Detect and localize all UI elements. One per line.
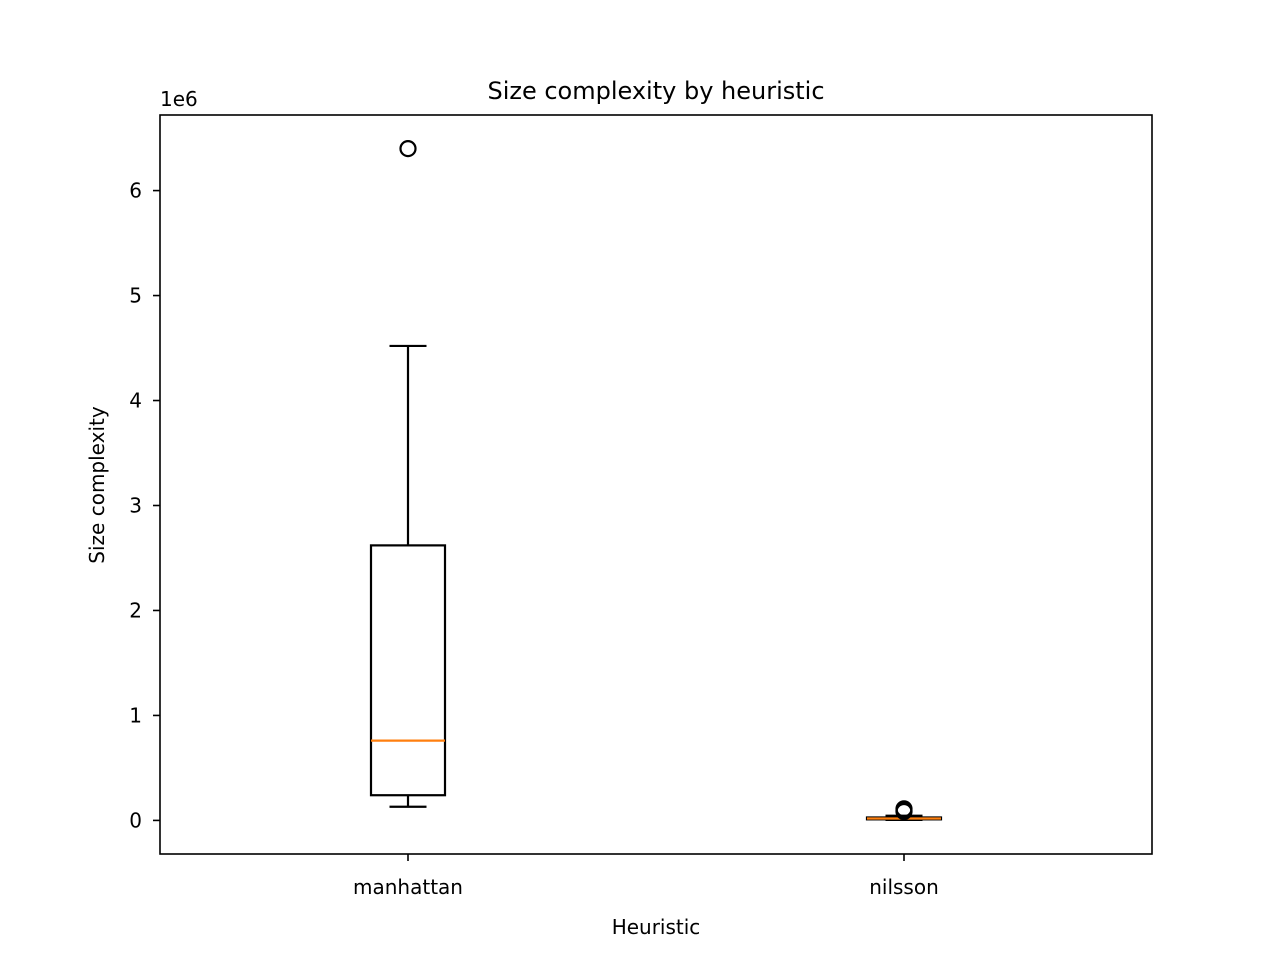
y-tick-label: 0: [129, 808, 142, 832]
box-group-nilsson: [865, 800, 943, 821]
y-tick-label: 1: [129, 703, 142, 727]
y-tick-label: 5: [129, 284, 142, 308]
y-tick-label: 4: [129, 389, 142, 413]
y-tick-label: 6: [129, 179, 142, 203]
y-tick-label: 2: [129, 598, 142, 622]
outlier-point: [399, 139, 417, 158]
box-group-manhattan: [369, 139, 447, 808]
y-axis-ticks: 0 1 2 3 4 5 6: [129, 179, 160, 832]
y-axis-label: Size complexity: [85, 406, 109, 564]
plot-area: [369, 139, 943, 821]
y-axis-offset-label: 1e6: [160, 87, 198, 111]
y-tick-label: 3: [129, 493, 142, 517]
x-tick-label: manhattan: [353, 875, 463, 899]
outlier-point: [895, 800, 913, 818]
iqr-box: [369, 544, 447, 797]
x-axis-ticks: manhattan nilsson: [353, 854, 939, 899]
axes-frame: [159, 114, 1153, 855]
x-tick-label: nilsson: [869, 875, 939, 899]
chart-title: Size complexity by heuristic: [487, 77, 824, 105]
x-axis-label: Heuristic: [612, 915, 701, 939]
